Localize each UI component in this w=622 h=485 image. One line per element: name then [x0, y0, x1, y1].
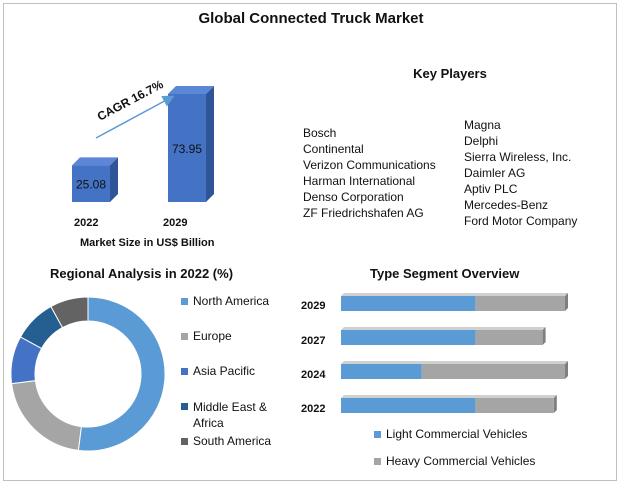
market-bar-value: 25.08 — [76, 178, 106, 192]
market-x-axis-label: Market Size in US$ Billion — [80, 237, 215, 249]
legend-item-light-commercial: Light Commercial Vehicles — [374, 427, 527, 441]
player-item: Magna — [464, 118, 501, 132]
type-segment-title: Type Segment Overview — [370, 266, 520, 281]
cagr-arrow — [95, 95, 175, 139]
key-players-col1: Bosch Continental Verizon Communications… — [303, 125, 436, 221]
segment-bar-top — [341, 327, 546, 330]
donut-slice — [77, 296, 166, 452]
player-item: Mercedes-Benz — [464, 198, 549, 212]
donut-slice — [11, 380, 82, 451]
segment-bar-heavy — [421, 364, 565, 379]
segment-bar-light — [341, 398, 476, 413]
market-bar-side — [206, 86, 214, 202]
player-item: ZF Friedrichshafen AG — [303, 206, 424, 220]
player-item: Daimler AG — [464, 166, 526, 180]
player-item: Continental — [303, 142, 364, 156]
key-players-title: Key Players — [413, 66, 487, 81]
segment-bar-top — [341, 395, 557, 398]
player-item: Denso Corporation — [303, 190, 404, 204]
market-bar — [168, 94, 206, 202]
legend-swatch — [181, 368, 188, 375]
legend-swatch — [374, 431, 381, 438]
legend-swatch — [181, 438, 188, 445]
player-item: Bosch — [303, 126, 337, 140]
legend-item-asia-pacific: Asia Pacific — [181, 364, 281, 399]
segment-bar-heavy — [475, 398, 554, 413]
player-item: Aptiv PLC — [464, 182, 518, 196]
type-y-tick: 2029 — [301, 300, 326, 312]
legend-swatch — [181, 333, 188, 340]
legend-item-north-america: North America — [181, 294, 281, 329]
infographic-frame — [3, 3, 617, 481]
segment-bar-light — [341, 296, 476, 311]
page-title: Global Connected Truck Market — [198, 10, 424, 27]
player-item: Delphi — [464, 134, 499, 148]
donut-slice — [50, 296, 89, 329]
type-y-tick: 2027 — [301, 335, 326, 347]
segment-bar-side — [565, 361, 568, 379]
segment-bar-heavy — [475, 330, 543, 345]
market-bar — [72, 165, 110, 202]
cagr-label: CAGR 16.7% — [95, 77, 166, 124]
legend-swatch — [181, 298, 188, 305]
legend-swatch — [181, 403, 188, 410]
legend-item-europe: Europe — [181, 329, 281, 364]
segment-bar-light — [341, 330, 476, 345]
segment-bar-top — [341, 361, 568, 364]
key-players-col2: Magna Delphi Sierra Wireless, Inc. Daiml… — [464, 117, 577, 229]
player-item: Harman International — [303, 174, 416, 188]
segment-bar-heavy — [475, 296, 565, 311]
regional-legend: North America Europe Asia Pacific Middle… — [181, 294, 281, 448]
market-x-tick-2029: 2029 — [163, 217, 188, 229]
type-y-tick: 2022 — [301, 403, 326, 415]
type-y-tick: 2024 — [301, 369, 326, 381]
segment-bar-side — [542, 327, 546, 345]
legend-item-heavy-commercial: Heavy Commercial Vehicles — [374, 454, 535, 468]
player-item: Verizon Communications — [303, 158, 436, 172]
market-x-tick-2022: 2022 — [74, 217, 99, 229]
segment-bar-top — [341, 293, 568, 296]
market-bar-value: 73.95 — [172, 142, 202, 156]
market-bar-top — [72, 157, 118, 166]
segment-bar-side — [553, 395, 557, 413]
player-item: Ford Motor Company — [464, 214, 578, 228]
legend-item-middle-east-africa: Middle East & Africa — [181, 399, 281, 434]
market-bar-top — [168, 86, 214, 94]
legend-swatch — [374, 458, 381, 465]
segment-bar-side — [565, 293, 568, 311]
market-bar-side — [110, 157, 118, 202]
regional-title: Regional Analysis in 2022 (%) — [50, 266, 234, 281]
segment-bar-light — [341, 364, 422, 379]
legend-item-south-america: South America — [181, 434, 281, 448]
player-item: Sierra Wireless, Inc. — [464, 150, 572, 164]
